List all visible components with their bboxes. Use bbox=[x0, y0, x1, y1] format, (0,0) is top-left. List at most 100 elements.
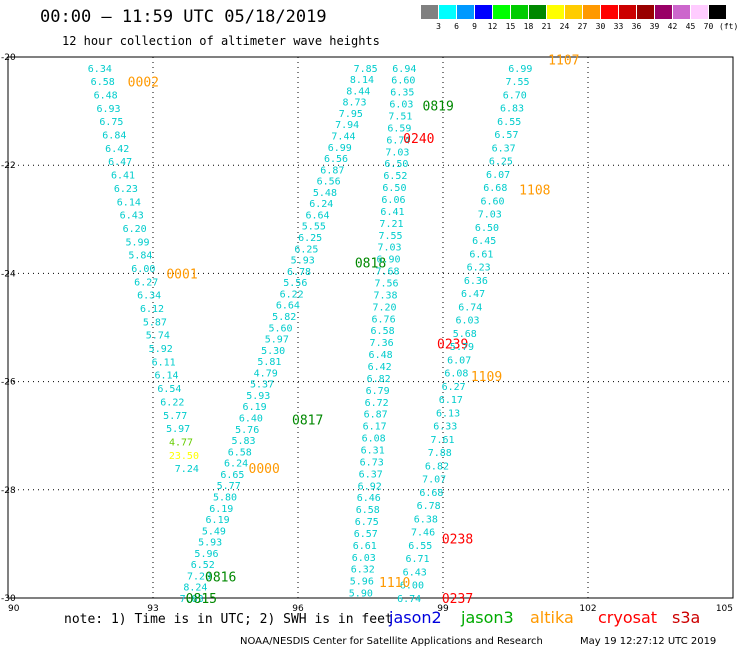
wave-height-value: 6.78 bbox=[287, 267, 311, 278]
color-scale-swatch bbox=[655, 5, 672, 19]
pass-time-label: 0819 bbox=[423, 100, 454, 115]
wave-height-value: 6.55 bbox=[408, 541, 432, 552]
lon-tick-label: 93 bbox=[147, 604, 158, 614]
wave-height-value: 6.60 bbox=[480, 196, 504, 207]
color-scale-swatch bbox=[421, 5, 438, 19]
wave-height-value: 6.68 bbox=[419, 488, 443, 499]
wave-height-value: 6.57 bbox=[354, 529, 378, 540]
wave-height-value: 6.35 bbox=[390, 88, 414, 99]
color-scale-swatch bbox=[457, 5, 474, 19]
wave-height-value: 6.50 bbox=[382, 183, 406, 194]
wave-height-value: 5.68 bbox=[453, 329, 477, 340]
wave-height-value: 6.25 bbox=[489, 157, 513, 168]
color-scale-swatch bbox=[565, 5, 582, 19]
wave-height-value: 6.43 bbox=[120, 211, 144, 222]
wave-height-value: 5.96 bbox=[350, 577, 374, 588]
wave-height-value: 6.74 bbox=[397, 594, 421, 605]
wave-height-value: 7.03 bbox=[385, 147, 409, 158]
pass-time-label: 0002 bbox=[128, 75, 159, 90]
wave-height-value: 6.75 bbox=[355, 517, 379, 528]
lon-tick-label: 105 bbox=[716, 604, 733, 614]
wave-height-value: 6.58 bbox=[371, 326, 395, 337]
wave-height-value: 6.83 bbox=[500, 104, 524, 115]
wave-height-value: 7.51 bbox=[388, 112, 412, 123]
wave-height-value: 6.08 bbox=[362, 434, 386, 445]
wave-height-value: 5.87 bbox=[143, 317, 167, 328]
wave-height-value: 6.48 bbox=[369, 350, 393, 361]
wave-height-value: 6.03 bbox=[389, 100, 413, 111]
wave-height-value: 6.56 bbox=[317, 177, 341, 188]
color-scale-swatch bbox=[709, 5, 726, 19]
pass-time-label: 0240 bbox=[403, 132, 434, 147]
lon-tick-label: 102 bbox=[579, 604, 596, 614]
wave-height-value: 6.50 bbox=[475, 223, 499, 234]
wave-height-value: 5.81 bbox=[257, 357, 281, 368]
wave-height-value: 6.58 bbox=[356, 505, 380, 516]
lat-tick-label: -30 bbox=[1, 594, 16, 604]
wave-height-value: 6.68 bbox=[483, 183, 507, 194]
pass-time-label: 0815 bbox=[186, 592, 217, 607]
wave-height-value: 5.82 bbox=[272, 312, 296, 323]
wave-height-value: 6.61 bbox=[469, 249, 493, 260]
lat-tick-label: -24 bbox=[1, 269, 16, 279]
wave-height-value: 6.54 bbox=[157, 384, 181, 395]
credit-text: NOAA/NESDIS Center for Satellite Applica… bbox=[240, 636, 543, 647]
wave-height-value: 6.87 bbox=[320, 165, 344, 176]
wave-height-value: 6.48 bbox=[94, 91, 118, 102]
wave-height-value: 7.94 bbox=[335, 120, 359, 131]
wave-height-value: 6.07 bbox=[447, 355, 471, 366]
color-scale-swatch bbox=[673, 5, 690, 19]
wave-height-value: 5.97 bbox=[166, 424, 190, 435]
pass-time-label: 1109 bbox=[471, 370, 502, 385]
wave-height-value: 6.14 bbox=[154, 371, 178, 382]
legend-jason3: jason3 bbox=[461, 608, 514, 627]
wave-height-value: 7.24 bbox=[175, 464, 199, 475]
color-scale-label: 3 bbox=[436, 22, 441, 31]
color-scale-label: 9 bbox=[472, 22, 477, 31]
color-scale-swatch bbox=[529, 5, 546, 19]
wave-height-value: 6.59 bbox=[387, 123, 411, 134]
color-scale-label: 21 bbox=[541, 22, 552, 31]
wave-height-value: 6.38 bbox=[414, 514, 438, 525]
wave-height-value: 6.37 bbox=[359, 469, 383, 480]
wave-height-value: 6.64 bbox=[305, 210, 329, 221]
color-scale-label: 18 bbox=[523, 22, 534, 31]
wave-height-value: 6.00 bbox=[400, 581, 424, 592]
wave-height-value: 6.23 bbox=[114, 184, 138, 195]
pass-time-label: 0818 bbox=[355, 257, 386, 272]
wave-height-value: 6.94 bbox=[392, 64, 416, 75]
wave-height-value: 6.19 bbox=[206, 515, 230, 526]
wave-height-value: 6.79 bbox=[366, 386, 390, 397]
wave-height-value: 6.25 bbox=[294, 244, 318, 255]
wave-height-value: 8.73 bbox=[343, 98, 367, 109]
color-scale-label: 15 bbox=[505, 22, 516, 31]
wave-height-value: 5.49 bbox=[202, 526, 226, 537]
wave-height-value: 6.65 bbox=[220, 470, 244, 481]
wave-height-value: 6.24 bbox=[309, 199, 333, 210]
legend-jason2: jason2 bbox=[389, 608, 442, 627]
wave-height-value: 6.03 bbox=[455, 316, 479, 327]
wave-height-value: 6.42 bbox=[105, 144, 129, 155]
wave-height-value: 6.06 bbox=[381, 195, 405, 206]
wave-height-value: 6.92 bbox=[358, 481, 382, 492]
wave-height-value: 6.43 bbox=[403, 567, 427, 578]
wave-height-value: 6.46 bbox=[357, 493, 381, 504]
wave-height-value: 7.56 bbox=[374, 278, 398, 289]
wave-height-value: 5.77 bbox=[217, 481, 241, 492]
wave-height-value: 6.74 bbox=[386, 135, 410, 146]
pass-time-label: 0000 bbox=[249, 462, 280, 477]
color-scale-label: 36 bbox=[631, 22, 642, 31]
wave-height-value: 6.70 bbox=[503, 90, 527, 101]
wave-height-value: 6.55 bbox=[497, 117, 521, 128]
color-scale-swatch bbox=[493, 5, 510, 19]
color-scale-label: 42 bbox=[667, 22, 678, 31]
lon-tick-label: 90 bbox=[8, 604, 20, 614]
wave-height-value: 5.90 bbox=[349, 589, 373, 600]
wave-height-value: 5.80 bbox=[213, 492, 237, 503]
wave-height-value: 6.27 bbox=[442, 382, 466, 393]
wave-height-value: 5.93 bbox=[246, 391, 270, 402]
wave-height-value: 7.20 bbox=[373, 302, 397, 313]
color-scale-swatch bbox=[475, 5, 492, 19]
color-scale-swatch bbox=[619, 5, 636, 19]
wave-height-value: 6.34 bbox=[88, 64, 112, 75]
